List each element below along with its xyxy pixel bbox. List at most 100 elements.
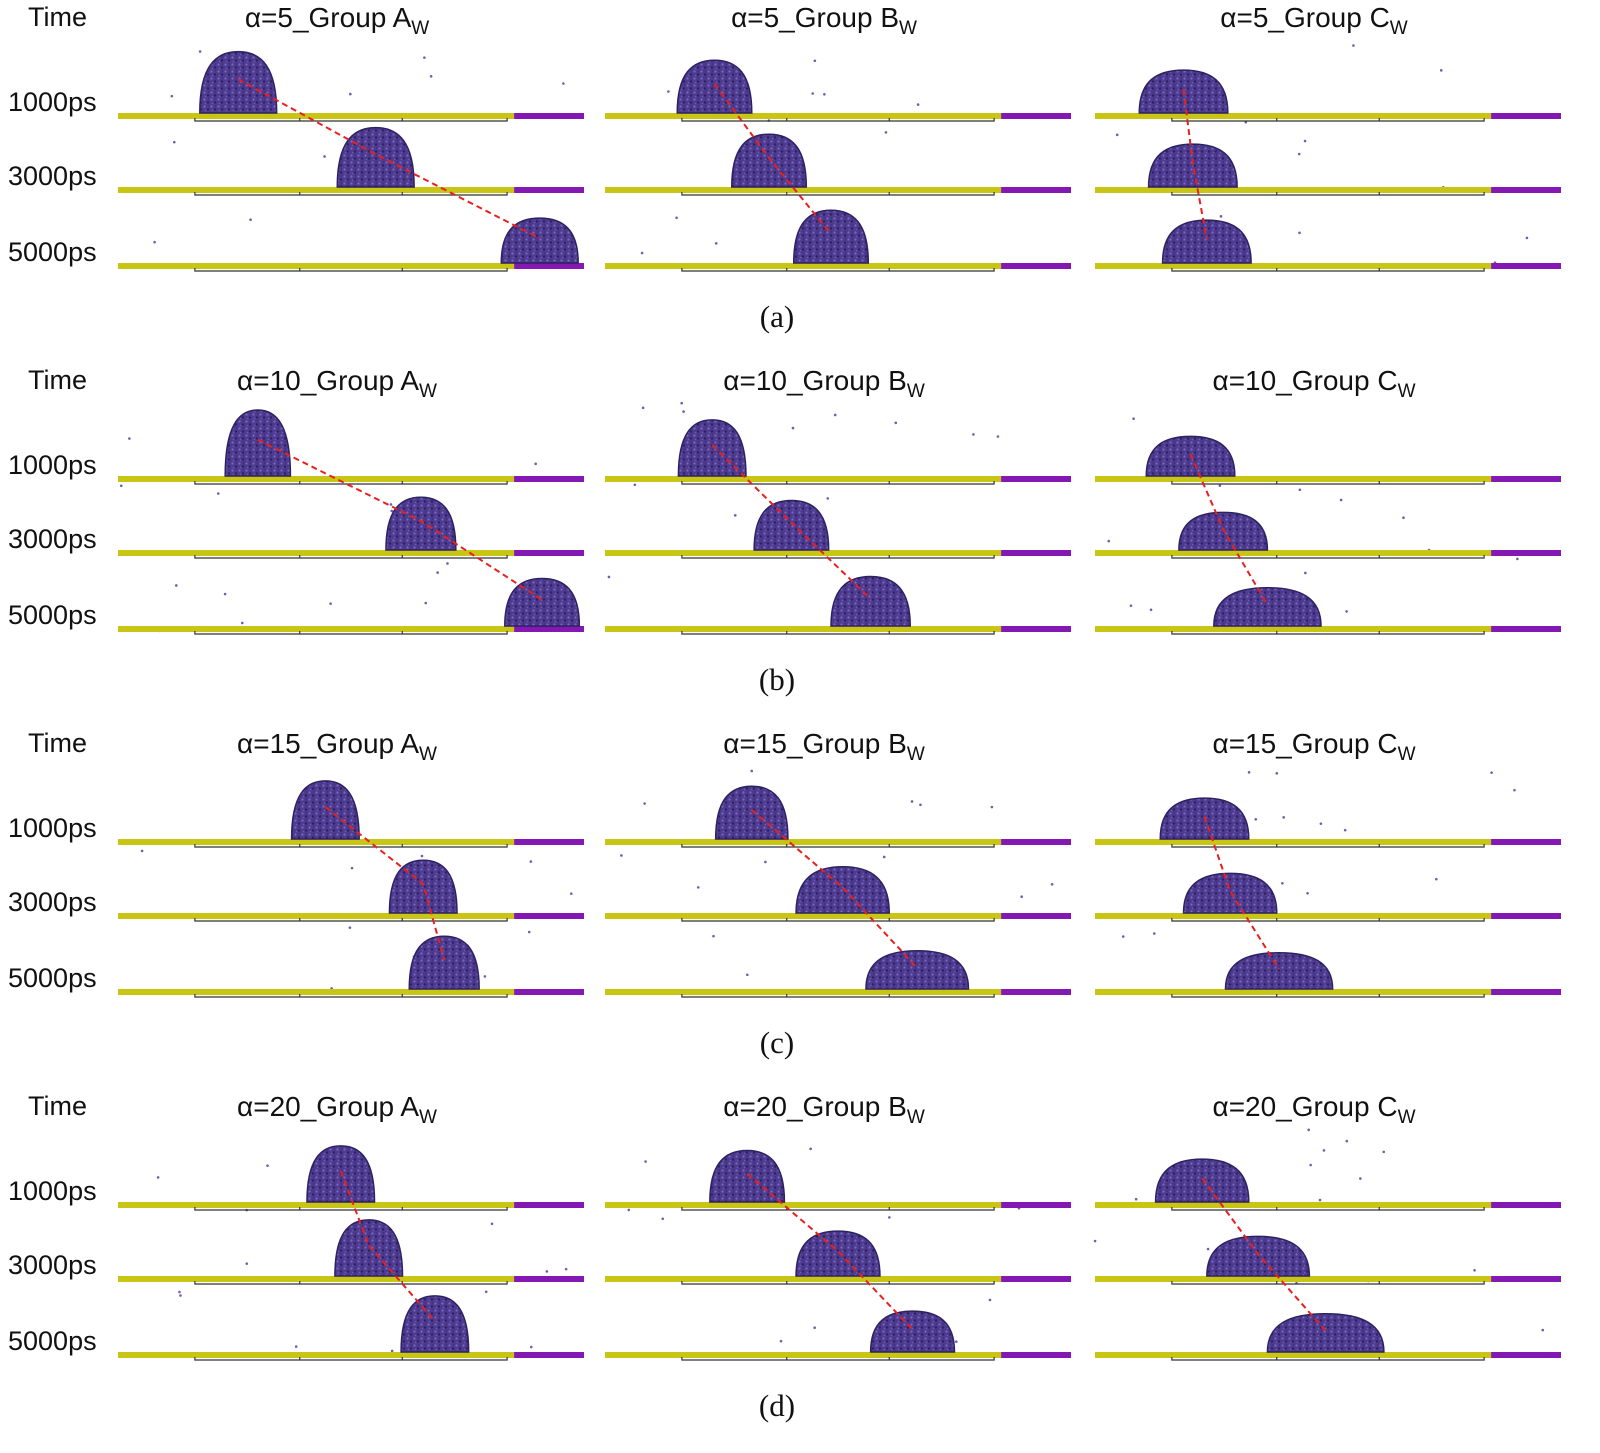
centroid-trajectory xyxy=(1201,1177,1327,1332)
vapor-molecule xyxy=(1282,816,1285,819)
water-droplet xyxy=(385,496,457,551)
vapor-molecule xyxy=(1309,1163,1312,1167)
vapor-molecule xyxy=(490,1222,494,1226)
vapor-molecule xyxy=(1298,488,1302,492)
vapor-molecule xyxy=(1218,484,1222,487)
substrate-bracket xyxy=(681,844,995,848)
substrate-bracket xyxy=(194,994,508,998)
hydrophobic-strip xyxy=(514,263,584,269)
vapor-molecule xyxy=(823,92,826,96)
vapor-molecule xyxy=(955,1340,958,1343)
panel-c: Time 1000ps 3000ps 5000ps α=15_Group AW α=15_… xyxy=(8,728,1561,1060)
water-droplet xyxy=(504,577,581,627)
vapor-molecule xyxy=(1275,772,1279,775)
hydrophobic-strip xyxy=(1001,113,1071,119)
water-droplet xyxy=(400,1295,470,1353)
vapor-molecule xyxy=(119,484,123,488)
water-droplet xyxy=(753,499,830,551)
vapor-molecule xyxy=(894,421,898,425)
time-label-3000ps: 3000ps xyxy=(8,1250,97,1280)
hydrophobic-strip xyxy=(1491,187,1561,193)
water-droplet xyxy=(869,1310,956,1353)
hydrophobic-strip xyxy=(1491,1202,1561,1208)
water-droplet xyxy=(1147,143,1238,188)
vapor-molecule xyxy=(661,1217,665,1221)
substrate-bracket xyxy=(194,268,508,272)
hydrophilic-strip xyxy=(118,839,515,845)
water-droplet xyxy=(388,859,458,914)
substrate-bracket xyxy=(1171,268,1485,272)
vapor-molecule xyxy=(696,886,700,889)
hydrophobic-strip xyxy=(514,113,584,119)
vapor-molecule xyxy=(1439,69,1443,72)
time-header: Time xyxy=(28,728,87,758)
substrate-bracket xyxy=(194,192,508,196)
group-title: α=10_Group AW xyxy=(237,365,437,402)
vapor-molecule xyxy=(1219,215,1223,218)
substrate-bracket xyxy=(1171,994,1485,998)
panel-b: Time 1000ps 3000ps 5000ps α=10_Group AW α=10_… xyxy=(8,365,1561,697)
vapor-molecule xyxy=(750,769,754,773)
panel-caption: (d) xyxy=(759,1388,795,1423)
substrate-bracket xyxy=(1171,918,1485,922)
vapor-molecule xyxy=(1129,604,1133,607)
vapor-molecule xyxy=(813,1326,816,1329)
time-header: Time xyxy=(28,365,87,395)
substrate-bracket xyxy=(194,1281,508,1285)
hydrophilic-strip xyxy=(1095,476,1492,482)
vapor-molecule xyxy=(562,82,565,85)
group-a-panel-b: α=10_Group AW xyxy=(118,365,584,635)
vapor-molecule xyxy=(390,1349,394,1353)
vapor-molecule xyxy=(1149,608,1153,612)
panel-d: Time 1000ps 3000ps 5000ps α=20_Group AW α=20_… xyxy=(8,1091,1561,1423)
hydrophobic-strip xyxy=(1001,626,1071,632)
group-title: α=15_Group CW xyxy=(1213,728,1416,765)
time-label-3000ps: 3000ps xyxy=(8,887,97,917)
hydrophilic-strip xyxy=(605,550,1002,556)
substrate-bracket xyxy=(1171,118,1485,122)
vapor-molecule xyxy=(1304,571,1307,575)
group-title: α=20_Group BW xyxy=(723,1091,925,1128)
water-droplet xyxy=(334,1219,404,1277)
water-droplet xyxy=(290,780,360,840)
hydrophilic-strip xyxy=(118,550,515,556)
hydrophilic-strip xyxy=(605,113,1002,119)
vapor-molecule xyxy=(156,1176,160,1179)
vapor-molecule xyxy=(972,433,975,436)
water-droplet xyxy=(830,575,911,627)
hydrophobic-strip xyxy=(1001,913,1071,919)
vapor-molecule xyxy=(1132,417,1135,421)
vapor-molecule xyxy=(223,592,227,596)
substrate-bracket xyxy=(681,118,995,122)
vapor-molecule xyxy=(1516,557,1519,561)
vapor-molecule xyxy=(882,855,886,859)
substrate-bracket xyxy=(1171,631,1485,635)
vapor-molecule xyxy=(1345,1139,1349,1143)
substrate-bracket xyxy=(681,481,995,485)
water-droplet xyxy=(199,50,278,114)
water-droplet xyxy=(795,866,891,914)
vapor-molecule xyxy=(733,514,737,517)
vapor-molecule xyxy=(329,602,332,605)
vapor-molecule xyxy=(1303,139,1307,143)
time-header: Time xyxy=(28,1091,87,1121)
vapor-molecule xyxy=(833,413,837,417)
vapor-molecule xyxy=(249,218,252,221)
hydrophilic-strip xyxy=(605,1352,1002,1358)
vapor-molecule xyxy=(446,562,449,565)
vapor-molecule xyxy=(996,435,1000,438)
vapor-molecule xyxy=(1319,822,1323,825)
vapor-molecule xyxy=(675,216,678,220)
vapor-molecule xyxy=(294,1345,298,1348)
vapor-molecule xyxy=(809,1147,812,1151)
vapor-molecule xyxy=(390,509,394,513)
hydrophilic-strip xyxy=(1095,839,1492,845)
hydrophilic-strip xyxy=(605,989,1002,995)
hydrophobic-strip xyxy=(1491,913,1561,919)
water-droplet xyxy=(1206,1235,1311,1277)
group-title: α=15_Group BW xyxy=(723,728,925,765)
vapor-molecule xyxy=(712,934,715,938)
centroid-trajectory xyxy=(746,1172,914,1331)
vapor-molecule xyxy=(640,251,644,255)
